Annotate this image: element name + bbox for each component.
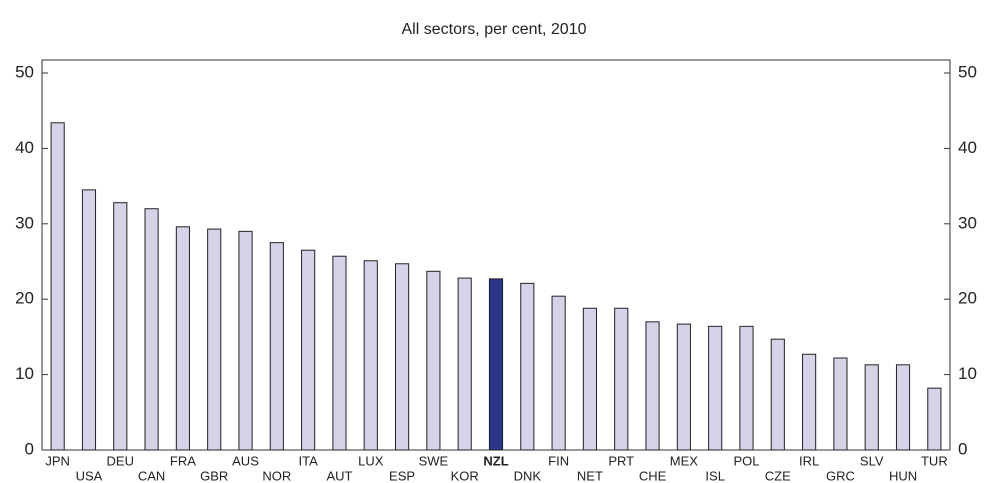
x-tick-label: SLV (860, 453, 884, 468)
x-tick-label: PRT (608, 453, 634, 468)
x-tick-label: DEU (107, 453, 134, 468)
y2-tick-label: 20 (958, 289, 977, 308)
bar (488, 278, 504, 451)
x-tick-label: CZE (765, 468, 791, 483)
bar (739, 325, 754, 451)
bar (269, 242, 284, 451)
x-tick-label: GBR (200, 468, 228, 483)
y2-tick-label: 50 (958, 62, 977, 81)
x-tick-label: MEX (670, 453, 699, 468)
bar (81, 189, 97, 451)
bar (520, 282, 535, 451)
bar (457, 277, 472, 451)
chart-title: All sectors, per cent, 2010 (402, 21, 587, 38)
x-tick-label: NZL (483, 453, 508, 468)
bar (207, 228, 222, 451)
x-tick-label: ISL (705, 468, 725, 483)
bar (770, 338, 785, 451)
x-tick-label: NOR (262, 468, 291, 483)
y2-tick-label: 40 (958, 138, 977, 157)
y2-tick-label: 0 (958, 439, 967, 458)
bar (394, 263, 410, 451)
bar (332, 255, 347, 451)
x-tick-label: FIN (548, 453, 569, 468)
x-tick-label: LUX (358, 453, 384, 468)
x-tick-label: KOR (451, 468, 479, 483)
x-tick-label: AUS (232, 453, 259, 468)
bar (864, 364, 879, 451)
bar (175, 226, 190, 451)
y-tick-label: 40 (15, 138, 34, 157)
bar (708, 325, 723, 451)
bar (551, 295, 566, 451)
x-tick-label: DNK (514, 468, 542, 483)
bar (113, 202, 128, 451)
y2-tick-label: 30 (958, 213, 977, 232)
bar (301, 249, 316, 451)
x-tick-label: POL (733, 453, 759, 468)
x-tick-label: TUR (921, 453, 948, 468)
x-tick-label: JPN (45, 453, 70, 468)
bar (833, 357, 848, 451)
y-tick-label: 50 (15, 62, 34, 81)
bar (895, 364, 911, 451)
bar (238, 230, 253, 451)
bar (363, 260, 378, 451)
y-tick-label: 20 (15, 289, 34, 308)
y-tick-label: 30 (15, 213, 34, 232)
x-tick-label: NET (577, 468, 603, 483)
bar (645, 321, 660, 451)
x-tick-label: AUT (326, 468, 352, 483)
bar (802, 353, 817, 451)
x-tick-label: HUN (889, 468, 917, 483)
bar (50, 122, 65, 451)
x-tick-label: ESP (389, 468, 415, 483)
bar (144, 208, 159, 451)
y-tick-label: 0 (25, 439, 34, 458)
y2-tick-label: 10 (958, 364, 977, 383)
x-tick-label: FRA (170, 453, 196, 468)
x-tick-label: USA (76, 468, 103, 483)
bar (582, 307, 598, 451)
bar (426, 270, 441, 451)
x-tick-label: SWE (419, 453, 449, 468)
x-tick-label: CAN (138, 468, 165, 483)
x-tick-label: IRL (799, 453, 819, 468)
x-tick-label: ITA (299, 453, 319, 468)
x-tick-label: GRC (826, 468, 855, 483)
bar (614, 307, 629, 451)
y-tick-label: 10 (15, 364, 34, 383)
x-tick-label: CHE (639, 468, 667, 483)
bar (676, 323, 691, 451)
bar (927, 387, 942, 451)
